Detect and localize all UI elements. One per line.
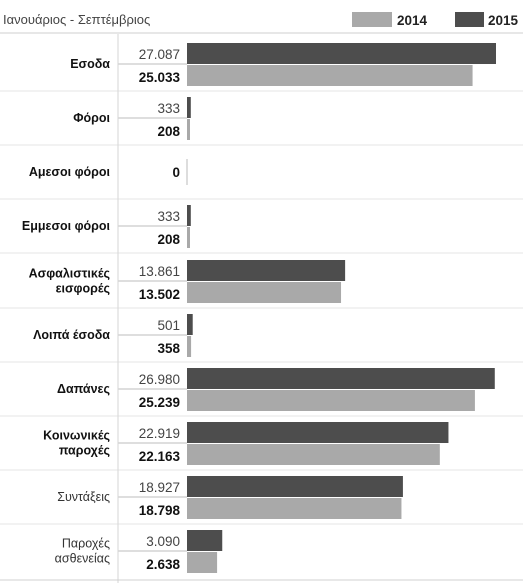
- data-label-2015: 26.980: [139, 372, 180, 387]
- data-label-2014: 25.239: [139, 395, 180, 410]
- data-label-2014: 22.163: [139, 449, 181, 464]
- data-label-2015: 13.861: [139, 264, 180, 279]
- category-label: Δαπάνες: [57, 382, 110, 396]
- legend-swatch-2014: [352, 12, 392, 27]
- bar-2014: [187, 498, 402, 519]
- bar-2015: [187, 260, 346, 281]
- chart-row: Αμεσοι φόροι 0: [0, 159, 523, 200]
- bar-2015: [187, 368, 495, 389]
- data-label-2014: 25.033: [139, 70, 181, 85]
- bar-2014: [187, 444, 440, 465]
- chart-row: Φόροι 333 208: [0, 97, 523, 146]
- chart-row: Δαπάνες 26.980 25.239: [0, 368, 523, 417]
- bar-2015: [187, 476, 403, 497]
- category-label: Φόροι: [73, 111, 110, 125]
- chart-row: Εμμεσοι φόροι 333 208: [0, 205, 523, 254]
- category-label: Κοινωνικές: [43, 429, 110, 443]
- category-label: Συντάξεις: [57, 490, 110, 504]
- bar-2014: [187, 336, 192, 357]
- category-label: παροχές: [59, 444, 110, 458]
- data-label-2014: 18.798: [139, 503, 181, 518]
- bar-2014: [187, 65, 473, 86]
- data-label-2015: 27.087: [139, 47, 180, 62]
- bar-2015: [187, 97, 191, 118]
- data-label-2014: 358: [157, 341, 180, 356]
- category-label: Ασφαλιστικές: [29, 267, 110, 281]
- data-label-2014: 0: [172, 165, 180, 180]
- data-label-2015: 333: [157, 209, 180, 224]
- category-label: Λοιπά έσοδα: [33, 328, 110, 342]
- chart-row: Λοιπά έσοδα 501 358: [0, 314, 523, 363]
- data-label-2014: 13.502: [139, 287, 180, 302]
- category-label: Εσοδα: [70, 57, 110, 71]
- bar-2015: [187, 530, 223, 551]
- bar-2014: [187, 119, 190, 140]
- category-label: Εμμεσοι φόροι: [22, 219, 111, 233]
- data-label-2015: 3.090: [146, 534, 180, 549]
- data-label-2015: 18.927: [139, 480, 180, 495]
- legend: 2014 2015: [352, 12, 519, 28]
- bar-2014: [187, 552, 218, 573]
- category-label: εισφορές: [56, 282, 110, 296]
- bar-2015: [187, 314, 193, 335]
- chart-row: Εσοδα 27.087 25.033: [0, 43, 523, 92]
- category-label: Αμεσοι φόροι: [29, 165, 111, 179]
- data-label-2015: 501: [157, 318, 180, 333]
- legend-label-2014: 2014: [397, 13, 428, 28]
- data-label-2014: 208: [157, 232, 180, 247]
- bar-2014: [187, 227, 190, 248]
- bar-2014: [187, 390, 475, 411]
- chart-rows: Εσοδα 27.087 25.033 Φόροι 333 208 Αμεσοι φόροι…: [0, 43, 523, 573]
- category-label: Παροχές: [62, 537, 110, 551]
- bar-2015: [187, 43, 496, 64]
- bar-2014: [187, 282, 342, 303]
- data-label-2014: 208: [157, 124, 180, 139]
- data-label-2015: 22.919: [139, 426, 180, 441]
- legend-label-2015: 2015: [488, 13, 519, 28]
- category-label: ασθενείας: [55, 552, 110, 566]
- bar-2015: [187, 422, 449, 443]
- legend-swatch-2015: [455, 12, 484, 27]
- bar-2015: [187, 205, 191, 226]
- data-label-2015: 333: [157, 101, 180, 116]
- chart-row: Συντάξεις 18.927 18.798: [0, 476, 523, 525]
- data-label-2014: 2.638: [146, 557, 180, 572]
- chart-title: Ιανουάριος - Σεπτέμβριος: [3, 12, 150, 27]
